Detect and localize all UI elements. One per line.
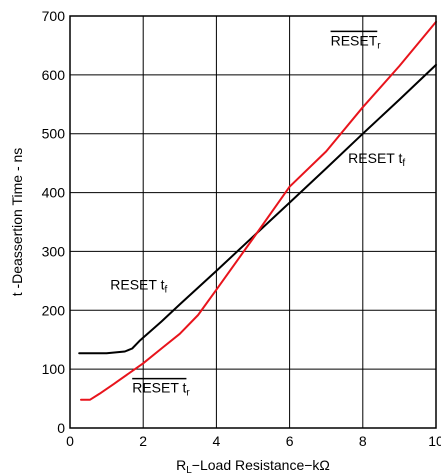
y-tick-labels: 0 100 200 300 400 500 600 700: [42, 8, 66, 436]
plot-frame: [69, 15, 437, 429]
x-tick-label: 6: [286, 433, 294, 449]
x-tick-label: 8: [359, 433, 367, 449]
annotation-label: RESET t: [132, 380, 186, 396]
x-axis-title: RL−Load Resistance−kΩ: [176, 457, 330, 475]
x-tick-labels: 0 2 4 6 8 10: [66, 433, 441, 449]
y-tick-label: 300: [42, 243, 66, 259]
y-tick-label: 0: [57, 420, 65, 436]
annotation-label: RESET: [331, 32, 378, 48]
annotation-label: RESET t: [110, 277, 164, 293]
y-tick-label: 200: [42, 302, 66, 318]
x-tick-label: 0: [66, 433, 74, 449]
series-line-1: [78, 63, 437, 355]
annotation-subscript: r: [186, 388, 190, 399]
y-axis-title: t -Deassertion Time - ns: [9, 148, 25, 297]
x-axis-title-subscript: L: [186, 465, 192, 475]
y-tick-label: 600: [42, 67, 66, 83]
annotation-label: RESET t: [348, 150, 402, 166]
series-lines: [78, 20, 437, 401]
x-tick-label: 4: [213, 433, 221, 449]
y-tick-label: 400: [42, 185, 66, 201]
annotation-subscript: r: [377, 40, 381, 51]
annotation-4: RESET tr: [132, 380, 190, 399]
annotation-2: RESET tf: [348, 150, 405, 169]
y-tick-label: 100: [42, 361, 66, 377]
series-line-2: [80, 20, 437, 401]
y-tick-label: 700: [42, 8, 66, 24]
annotation-subscript: f: [402, 158, 405, 169]
y-tick-label: 500: [42, 126, 66, 142]
x-axis-title-main: R: [176, 457, 186, 473]
annotation-1: RESETr: [331, 32, 382, 51]
annotation-3: RESET tf: [110, 277, 167, 296]
x-tick-label: 2: [139, 433, 147, 449]
annotation-subscript: f: [164, 285, 167, 296]
x-axis-title-rest: −Load Resistance−kΩ: [192, 457, 330, 473]
x-tick-label: 10: [428, 433, 441, 449]
grid-lines: [69, 15, 437, 429]
